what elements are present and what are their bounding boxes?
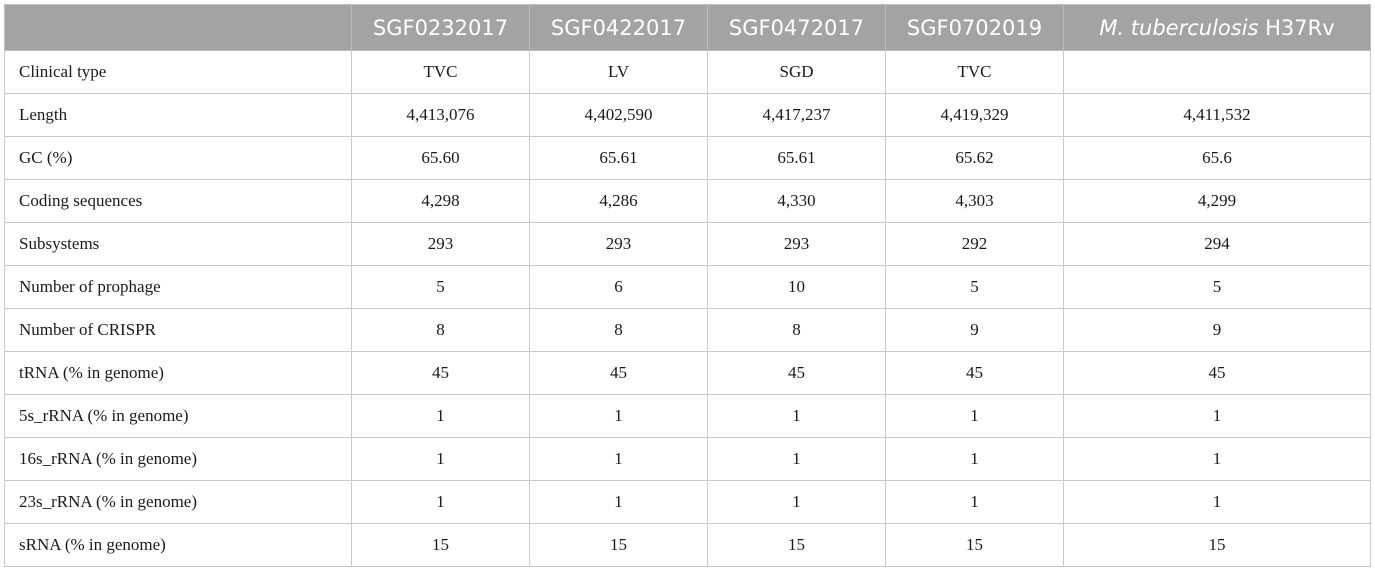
table-cell: 45	[351, 351, 530, 395]
row-label: GC (%)	[4, 136, 352, 180]
row-label: 23s_rRNA (% in genome)	[4, 480, 352, 524]
table-cell: 1	[351, 394, 530, 438]
table-row: 16s_rRNA (% in genome) 1 1 1 1 1	[4, 437, 1371, 481]
table-cell: 293	[529, 222, 708, 266]
row-label: 16s_rRNA (% in genome)	[4, 437, 352, 481]
table-cell: 293	[707, 222, 886, 266]
table-cell: LV	[529, 50, 708, 94]
table-cell: 1	[529, 437, 708, 481]
header-row: SGF0232017 SGF0422017 SGF0472017 SGF0702…	[4, 4, 1371, 51]
row-label: Length	[4, 93, 352, 137]
table-cell: 292	[885, 222, 1064, 266]
table-row: tRNA (% in genome) 45 45 45 45 45	[4, 351, 1371, 395]
table-row: Clinical type TVC LV SGD TVC	[4, 50, 1371, 94]
row-label: sRNA (% in genome)	[4, 523, 352, 567]
row-label: Coding sequences	[4, 179, 352, 223]
table-cell: 45	[885, 351, 1064, 395]
header-m-tuberculosis-h37rv: M. tuberculosis H37Rv	[1063, 4, 1371, 51]
header-sgf0472017: SGF0472017	[707, 4, 886, 51]
table-cell: 4,330	[707, 179, 886, 223]
table-cell: TVC	[885, 50, 1064, 94]
table-cell: 4,298	[351, 179, 530, 223]
table-cell: 8	[351, 308, 530, 352]
table-cell: 6	[529, 265, 708, 309]
table-cell: 294	[1063, 222, 1371, 266]
row-label: Number of CRISPR	[4, 308, 352, 352]
table-cell: 65.61	[529, 136, 708, 180]
table-cell: 1	[1063, 394, 1371, 438]
table-cell: 1	[1063, 480, 1371, 524]
table-cell: SGD	[707, 50, 886, 94]
row-label: Number of prophage	[4, 265, 352, 309]
table-cell: 1	[707, 480, 886, 524]
table-cell: 4,402,590	[529, 93, 708, 137]
table-cell: 293	[351, 222, 530, 266]
table-cell: 4,413,076	[351, 93, 530, 137]
table-cell: 9	[1063, 308, 1371, 352]
header-corner-cell	[4, 4, 352, 51]
table-row: Number of CRISPR 8 8 8 9 9	[4, 308, 1371, 352]
table-cell: 65.60	[351, 136, 530, 180]
table-cell: 1	[707, 394, 886, 438]
table-cell: 8	[529, 308, 708, 352]
row-label: 5s_rRNA (% in genome)	[4, 394, 352, 438]
table-cell: 65.6	[1063, 136, 1371, 180]
genome-comparison-table: SGF0232017 SGF0422017 SGF0472017 SGF0702…	[4, 4, 1371, 567]
table-cell: 15	[351, 523, 530, 567]
table-cell: 9	[885, 308, 1064, 352]
table-cell: 65.61	[707, 136, 886, 180]
table-cell: 1	[351, 437, 530, 481]
table-row: 23s_rRNA (% in genome) 1 1 1 1 1	[4, 480, 1371, 524]
table-cell: 4,299	[1063, 179, 1371, 223]
table-cell: 4,411,532	[1063, 93, 1371, 137]
table-row: Length 4,413,076 4,402,590 4,417,237 4,4…	[4, 93, 1371, 137]
table-cell: 15	[707, 523, 886, 567]
table-cell: 4,417,237	[707, 93, 886, 137]
header-strain: H37Rv	[1258, 15, 1335, 40]
table-cell: 1	[885, 394, 1064, 438]
row-label: Clinical type	[4, 50, 352, 94]
table-row: Subsystems 293 293 293 292 294	[4, 222, 1371, 266]
row-label: tRNA (% in genome)	[4, 351, 352, 395]
table-cell: 1	[707, 437, 886, 481]
table-cell: 5	[351, 265, 530, 309]
table-cell: 1	[529, 480, 708, 524]
table-cell: 4,419,329	[885, 93, 1064, 137]
table-cell: 4,303	[885, 179, 1064, 223]
table-cell: TVC	[351, 50, 530, 94]
table-cell: 1	[529, 394, 708, 438]
table-cell: 10	[707, 265, 886, 309]
table-cell: 5	[885, 265, 1064, 309]
table-cell: 5	[1063, 265, 1371, 309]
table-row: 5s_rRNA (% in genome) 1 1 1 1 1	[4, 394, 1371, 438]
table-cell: 1	[351, 480, 530, 524]
table-cell: 45	[707, 351, 886, 395]
row-label: Subsystems	[4, 222, 352, 266]
table-cell: 1	[885, 480, 1064, 524]
table-row: sRNA (% in genome) 15 15 15 15 15	[4, 523, 1371, 567]
header-sgf0232017: SGF0232017	[351, 4, 530, 51]
table-cell: 15	[1063, 523, 1371, 567]
header-sgf0702019: SGF0702019	[885, 4, 1064, 51]
table-row: GC (%) 65.60 65.61 65.61 65.62 65.6	[4, 136, 1371, 180]
table-cell: 65.62	[885, 136, 1064, 180]
table-cell: 1	[1063, 437, 1371, 481]
header-sgf0422017: SGF0422017	[529, 4, 708, 51]
table-cell: 8	[707, 308, 886, 352]
table-cell: 4,286	[529, 179, 708, 223]
table-cell: 15	[885, 523, 1064, 567]
table-row: Number of prophage 5 6 10 5 5	[4, 265, 1371, 309]
table-cell	[1063, 50, 1371, 94]
table-cell: 1	[885, 437, 1064, 481]
table-cell: 15	[529, 523, 708, 567]
header-species-italic: M. tuberculosis	[1099, 15, 1259, 40]
table-row: Coding sequences 4,298 4,286 4,330 4,303…	[4, 179, 1371, 223]
table-cell: 45	[529, 351, 708, 395]
table-cell: 45	[1063, 351, 1371, 395]
